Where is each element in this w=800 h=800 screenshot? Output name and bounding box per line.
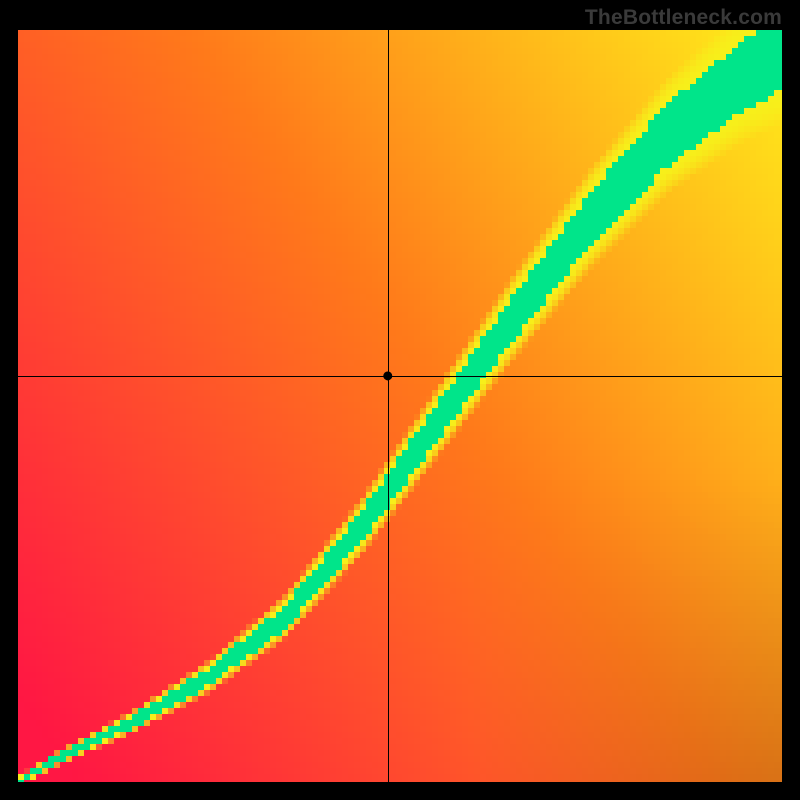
watermark-text: TheBottleneck.com xyxy=(585,6,782,30)
heatmap-plot xyxy=(18,30,782,782)
